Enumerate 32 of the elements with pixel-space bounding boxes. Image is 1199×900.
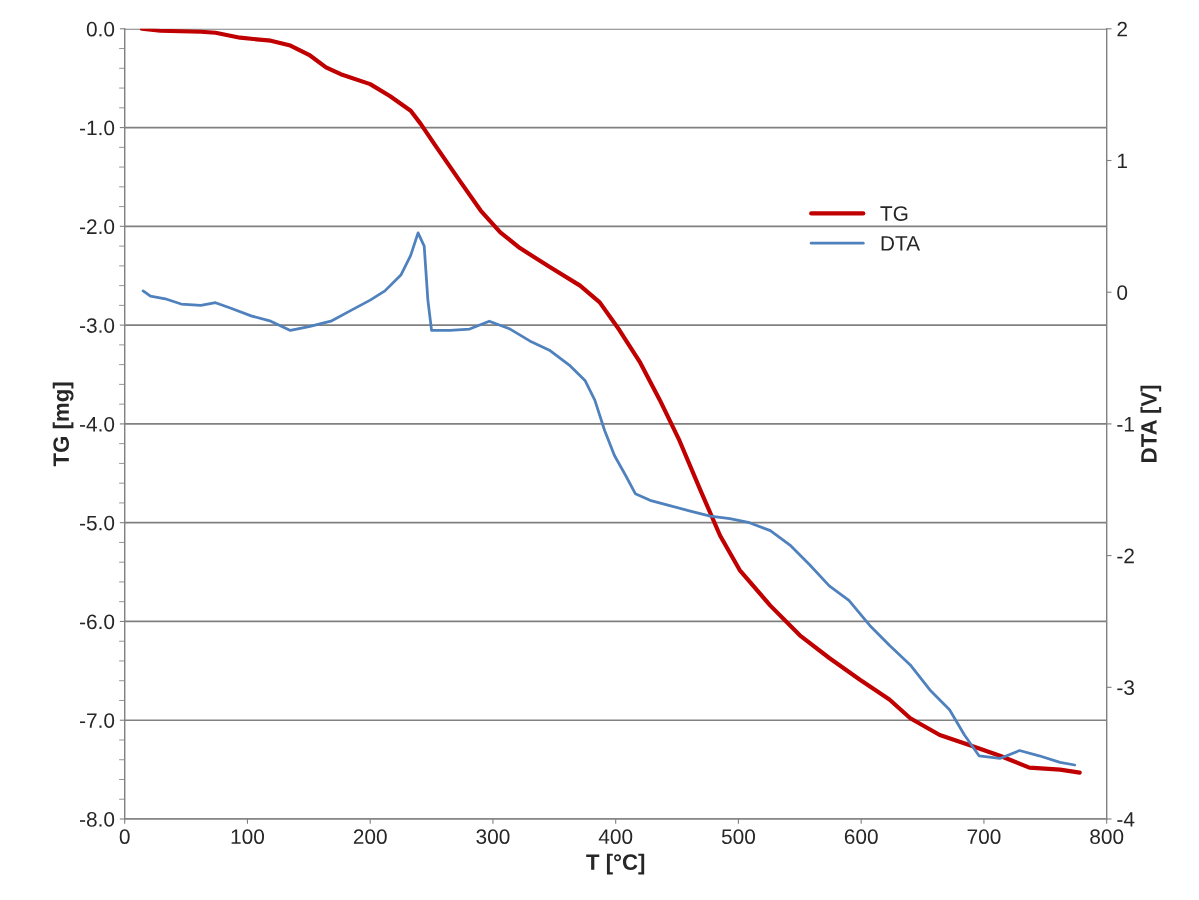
y2-tick-label: -4 xyxy=(1117,812,1135,827)
y-tick-label: -1.0 xyxy=(80,120,115,136)
legend-label: DTA xyxy=(881,236,921,251)
y-tick-label: -5.0 xyxy=(80,515,115,531)
y2-tick-label: -1 xyxy=(1117,417,1134,432)
x-tick-label: 0 xyxy=(119,829,130,845)
y2-tick-label: 1 xyxy=(1117,153,1127,169)
x-tick-label: 700 xyxy=(967,829,1001,845)
y-tick-label: -8.0 xyxy=(80,812,115,827)
x-tick-label: 500 xyxy=(721,829,755,845)
x-tick-label: 100 xyxy=(231,829,265,845)
y-tick-label: -7.0 xyxy=(80,713,115,728)
y2-tick-label: 2 xyxy=(1117,21,1127,37)
x-axis-title: T [°C] xyxy=(586,853,645,875)
y-tick-label: -2.0 xyxy=(80,219,115,235)
x-tick-label: 600 xyxy=(844,829,878,845)
y2-tick-label: 0 xyxy=(1117,285,1128,300)
y2-tick-label: -2 xyxy=(1117,548,1134,564)
x-tick-label: 300 xyxy=(476,829,510,845)
y2-axis-title: DTA [V] xyxy=(1140,385,1162,462)
legend-label: TG xyxy=(880,206,908,221)
y-tick-label: -6.0 xyxy=(80,614,115,630)
y-tick-label: -3.0 xyxy=(80,318,115,333)
x-tick-label: 400 xyxy=(598,829,633,845)
line-series xyxy=(139,28,1082,775)
y2-tick-label: -3 xyxy=(1117,680,1135,696)
x-tick-label: 200 xyxy=(353,829,387,845)
y-tick-label: -4.0 xyxy=(80,416,115,432)
x-tick-label: 800 xyxy=(1090,829,1124,845)
line-series xyxy=(141,231,1077,767)
y-axis-title: TG [mg] xyxy=(52,382,74,467)
y-tick-label: 0.0 xyxy=(86,21,115,37)
